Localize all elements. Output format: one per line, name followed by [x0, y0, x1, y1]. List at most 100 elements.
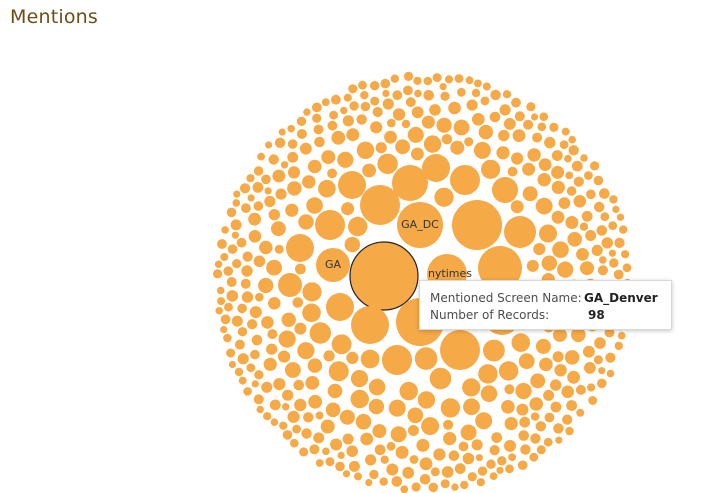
bubble-260[interactable]: [535, 421, 546, 432]
bubble-315[interactable]: [593, 175, 604, 186]
bubble-451[interactable]: [214, 260, 223, 268]
bubble-311[interactable]: [335, 461, 345, 472]
bubble-48[interactable]: [423, 135, 442, 153]
bubble-271[interactable]: [597, 265, 609, 276]
bubble-426[interactable]: [474, 79, 482, 88]
bubble-268[interactable]: [242, 251, 253, 262]
bubble-469[interactable]: [598, 367, 606, 375]
bubble-184[interactable]: [346, 445, 359, 458]
bubble-443[interactable]: [282, 403, 290, 411]
bubble-21[interactable]: [492, 177, 518, 203]
bubble-142[interactable]: [248, 212, 261, 226]
bubble-30[interactable]: [440, 398, 461, 418]
bubble-368[interactable]: [329, 110, 338, 120]
bubble-409[interactable]: [263, 412, 272, 421]
bubble-434[interactable]: [221, 226, 229, 234]
bubble-123[interactable]: [285, 203, 299, 217]
bubble-183[interactable]: [411, 106, 424, 119]
bubble-380[interactable]: [530, 412, 540, 421]
bubble-39[interactable]: [511, 333, 531, 352]
bubble-296[interactable]: [511, 97, 521, 108]
bubble-146[interactable]: [472, 113, 485, 126]
bubble-236[interactable]: [581, 210, 593, 222]
bubble-334[interactable]: [296, 116, 307, 127]
bubble-167[interactable]: [249, 306, 262, 319]
bubble-96[interactable]: [281, 312, 296, 327]
bubble-473[interactable]: [496, 466, 504, 474]
bubble-208[interactable]: [237, 353, 249, 365]
bubble-122[interactable]: [496, 146, 510, 160]
bubble-9[interactable]: [392, 165, 428, 201]
bubble-38[interactable]: [302, 303, 321, 323]
bubble-398[interactable]: [380, 455, 389, 464]
bubble-204[interactable]: [591, 244, 603, 256]
bubble-156[interactable]: [287, 166, 301, 179]
bubble-247[interactable]: [251, 334, 263, 346]
bubble-418[interactable]: [576, 408, 585, 417]
bubble-288[interactable]: [504, 384, 515, 395]
bubble-79[interactable]: [368, 398, 385, 415]
bubble-314[interactable]: [380, 78, 391, 89]
bubble-92[interactable]: [325, 402, 341, 418]
bubble-344[interactable]: [467, 472, 477, 482]
bubble-133[interactable]: [510, 200, 524, 214]
bubble-363[interactable]: [454, 74, 464, 83]
bubble-253[interactable]: [274, 137, 286, 148]
bubble-25[interactable]: [429, 367, 452, 390]
bubble-350[interactable]: [274, 244, 284, 254]
bubble-239[interactable]: [423, 90, 435, 101]
bubble-364[interactable]: [543, 437, 553, 447]
bubble-361[interactable]: [622, 263, 632, 273]
bubble-53[interactable]: [388, 399, 406, 417]
bubble-387[interactable]: [243, 387, 252, 396]
bubble-472[interactable]: [342, 470, 351, 478]
bubble-69[interactable]: [407, 126, 424, 143]
bubble-295[interactable]: [392, 90, 403, 101]
bubble-32[interactable]: [478, 364, 498, 384]
bubble-355[interactable]: [440, 479, 450, 489]
bubble-195[interactable]: [550, 379, 562, 391]
bubble-1[interactable]: [452, 200, 502, 250]
bubble-385[interactable]: [539, 112, 549, 121]
bubble-135[interactable]: [384, 130, 397, 144]
bubble-320[interactable]: [517, 460, 528, 471]
bubble-362[interactable]: [600, 212, 610, 222]
bubble-103[interactable]: [552, 327, 567, 342]
bubble-16[interactable]: [326, 293, 354, 321]
bubble-279[interactable]: [296, 129, 307, 139]
bubble-93[interactable]: [567, 232, 582, 247]
bubble-252[interactable]: [356, 114, 367, 125]
bubble-404[interactable]: [444, 75, 454, 84]
bubble-411[interactable]: [621, 250, 630, 259]
bubble-216[interactable]: [231, 315, 243, 327]
bubble-222[interactable]: [230, 219, 242, 231]
bubble-416[interactable]: [343, 93, 352, 102]
bubble-237[interactable]: [596, 225, 608, 236]
bubble-169[interactable]: [330, 438, 343, 451]
bubble-365[interactable]: [224, 302, 233, 312]
bubble-278[interactable]: [514, 111, 525, 122]
bubble-324[interactable]: [287, 139, 298, 149]
bubble-152[interactable]: [261, 316, 274, 329]
bubble-137[interactable]: [272, 169, 286, 183]
bubble-302[interactable]: [405, 97, 416, 108]
bubble-35[interactable]: [434, 187, 454, 207]
bubble-81[interactable]: [436, 117, 452, 133]
bubble-340[interactable]: [526, 102, 536, 112]
bubble-264[interactable]: [372, 106, 383, 118]
bubble-134[interactable]: [416, 438, 430, 452]
bubble-466[interactable]: [337, 451, 345, 459]
bubble-186[interactable]: [226, 290, 239, 302]
bubble-87[interactable]: [395, 139, 410, 155]
bubble-160[interactable]: [510, 152, 524, 165]
bubble-140[interactable]: [419, 457, 433, 471]
bubble-72[interactable]: [453, 119, 470, 136]
bubble-338[interactable]: [549, 122, 559, 132]
bubble-114[interactable]: [537, 173, 551, 187]
bubble-86[interactable]: [535, 338, 551, 354]
bubble-412[interactable]: [220, 253, 229, 261]
bubble-351[interactable]: [370, 96, 380, 106]
bubble-26[interactable]: [309, 322, 331, 344]
bubble-272[interactable]: [605, 352, 616, 363]
bubble-159[interactable]: [278, 350, 291, 363]
